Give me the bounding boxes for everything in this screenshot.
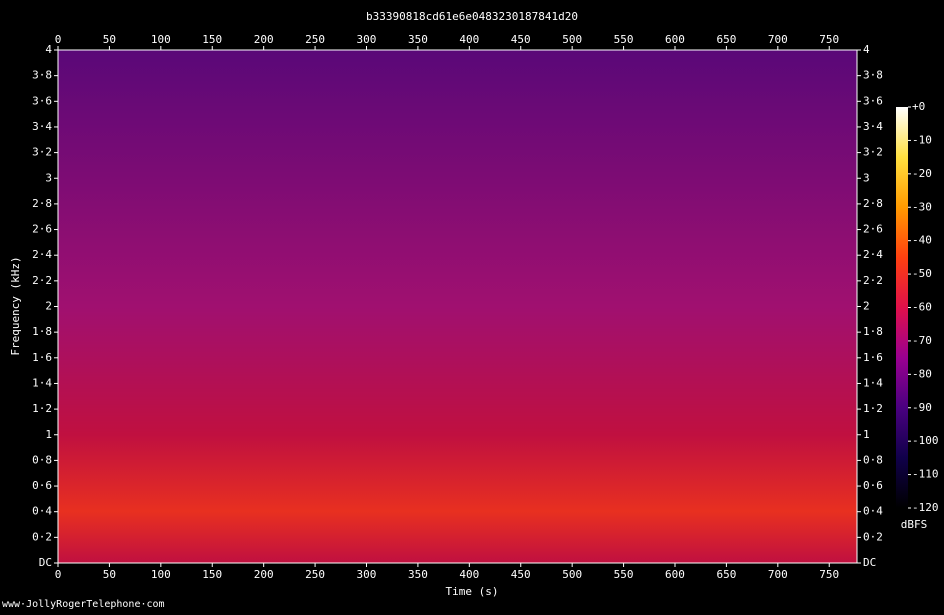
y-tick-label: 3·2 <box>863 146 883 159</box>
y-tick-label: 1·6 <box>863 351 883 364</box>
y-tick-label: 0·8 <box>32 453 52 466</box>
y-tick-label: 3·8 <box>32 69 52 82</box>
y-tick-label: 2·2 <box>32 274 52 287</box>
y-tick-label: 2 <box>863 300 870 313</box>
footer: www·JollyRogerTelephone·com <box>2 599 165 610</box>
y-tick-label: 3 <box>45 171 52 184</box>
x-tick-label: 200 <box>254 568 274 581</box>
colorbar-label: dBFS <box>901 518 928 531</box>
x-tick-label: 300 <box>357 568 377 581</box>
y-tick-label: 1 <box>863 428 870 441</box>
y-tick-label: 2 <box>45 300 52 313</box>
x-tick-label: 550 <box>614 33 634 46</box>
x-tick-label: 750 <box>819 33 839 46</box>
spectrogram-image <box>58 50 857 563</box>
x-tick-label: 400 <box>459 568 479 581</box>
y-tick-label: 0·2 <box>32 530 52 543</box>
y-tick-label: 1·2 <box>32 402 52 415</box>
x-tick-label: 0 <box>55 33 62 46</box>
y-tick-label: 1·2 <box>863 402 883 415</box>
y-tick-label: 2·4 <box>32 248 52 261</box>
x-tick-label: 350 <box>408 33 428 46</box>
x-axis-label: Time (s) <box>446 585 499 598</box>
x-tick-label: 300 <box>357 33 377 46</box>
x-tick-label: 100 <box>151 33 171 46</box>
y-tick-label: DC <box>39 556 52 569</box>
y-tick-label: 1 <box>45 428 52 441</box>
colorbar <box>896 107 908 508</box>
y-tick-label: 2·6 <box>863 223 883 236</box>
y-tick-label: 0·6 <box>863 479 883 492</box>
y-tick-label: 4 <box>863 43 870 56</box>
y-tick-label: 1·8 <box>32 325 52 338</box>
x-tick-label: 700 <box>768 568 788 581</box>
y-tick-label: 3·6 <box>863 94 883 107</box>
y-tick-label: 1·4 <box>863 376 883 389</box>
y-tick-label: 0·6 <box>32 479 52 492</box>
x-tick-label: 650 <box>716 568 736 581</box>
x-tick-label: 50 <box>103 568 116 581</box>
x-tick-label: 50 <box>103 33 116 46</box>
y-axis-label: Frequency (kHz) <box>9 256 22 355</box>
colorbar-tick-label: -90 <box>912 401 932 414</box>
y-tick-label: 0·4 <box>32 505 52 518</box>
colorbar-tick-label: -30 <box>912 200 932 213</box>
x-tick-label: 600 <box>665 33 685 46</box>
y-tick-label: 3·6 <box>32 94 52 107</box>
y-tick-label: 3 <box>863 171 870 184</box>
y-tick-label: 2·6 <box>32 223 52 236</box>
x-tick-label: 100 <box>151 568 171 581</box>
y-tick-label: 4 <box>45 43 52 56</box>
x-tick-label: 150 <box>202 568 222 581</box>
colorbar-tick-label: -20 <box>912 167 932 180</box>
x-tick-label: 400 <box>459 33 479 46</box>
x-tick-label: 650 <box>716 33 736 46</box>
colorbar-tick-label: +0 <box>912 100 925 113</box>
y-tick-label: 2·2 <box>863 274 883 287</box>
x-tick-label: 150 <box>202 33 222 46</box>
y-tick-label: 0·4 <box>863 505 883 518</box>
x-tick-label: 0 <box>55 568 62 581</box>
x-tick-label: 350 <box>408 568 428 581</box>
y-tick-label: 3·4 <box>863 120 883 133</box>
x-tick-label: 500 <box>562 33 582 46</box>
y-tick-label: 0·2 <box>863 530 883 543</box>
y-tick-label: 1·8 <box>863 325 883 338</box>
x-tick-label: 750 <box>819 568 839 581</box>
colorbar-tick-label: -10 <box>912 133 932 146</box>
colorbar-tick-label: -40 <box>912 234 932 247</box>
colorbar-tick-label: -110 <box>912 468 939 481</box>
colorbar-tick-label: -50 <box>912 267 932 280</box>
y-tick-label: 0·8 <box>863 453 883 466</box>
y-tick-label: 3·8 <box>863 69 883 82</box>
colorbar-tick-label: -100 <box>912 434 939 447</box>
colorbar-tick-label: -70 <box>912 334 932 347</box>
x-tick-label: 200 <box>254 33 274 46</box>
y-tick-label: DC <box>863 556 876 569</box>
chart-title: b33390818cd61e6e0483230187841d20 <box>366 10 578 23</box>
x-tick-label: 450 <box>511 568 531 581</box>
colorbar-tick-label: -80 <box>912 367 932 380</box>
y-tick-label: 2·4 <box>863 248 883 261</box>
y-tick-label: 2·8 <box>863 197 883 210</box>
x-tick-label: 250 <box>305 568 325 581</box>
y-tick-label: 1·4 <box>32 376 52 389</box>
x-tick-label: 250 <box>305 33 325 46</box>
x-tick-label: 500 <box>562 568 582 581</box>
colorbar-tick-label: -120 <box>912 501 939 514</box>
y-tick-label: 3·4 <box>32 120 52 133</box>
x-tick-label: 600 <box>665 568 685 581</box>
colorbar-tick-label: -60 <box>912 301 932 314</box>
x-tick-label: 450 <box>511 33 531 46</box>
x-tick-label: 700 <box>768 33 788 46</box>
y-tick-label: 2·8 <box>32 197 52 210</box>
y-tick-label: 1·6 <box>32 351 52 364</box>
x-tick-label: 550 <box>614 568 634 581</box>
y-tick-label: 3·2 <box>32 146 52 159</box>
